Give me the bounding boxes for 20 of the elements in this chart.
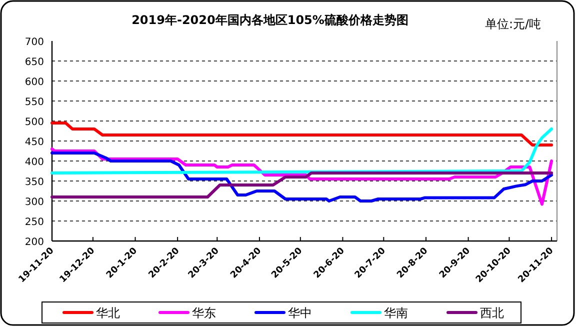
legend-label: 华南 [384,306,408,320]
text: 单位:元/吨 [485,17,542,31]
y-tick-label: 250 [24,217,44,228]
chart-title: 2019年-2020年国内各地区105%硫酸价格走势图 [132,13,408,27]
y-tick-label: 400 [24,157,44,168]
legend-label: 华中 [288,306,312,320]
y-tick-label: 450 [24,137,44,148]
line-series [50,172,554,198]
legend-label: 西北 [480,306,504,320]
y-tick-label: 300 [24,197,44,208]
legend-label: 华东 [192,306,216,320]
line-series [50,122,554,146]
y-tick-label: 600 [24,77,44,88]
y-tick-label: 200 [24,237,44,248]
y-tick-label: 500 [24,117,44,128]
y-tick-label: 350 [24,177,44,188]
y-tick-label: 550 [24,97,44,108]
y-tick-label: 650 [24,57,44,68]
y-tick-label: 700 [24,37,44,48]
legend-label: 华北 [96,306,120,320]
